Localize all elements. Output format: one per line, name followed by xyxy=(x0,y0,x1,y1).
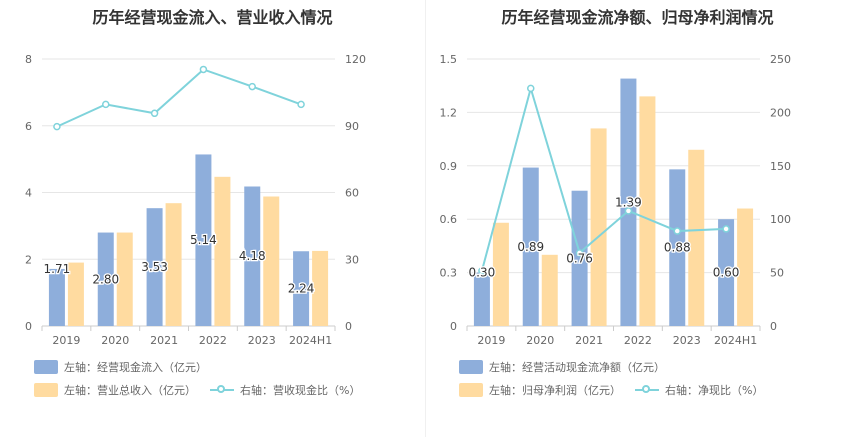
left-axis-tick-label: 6 xyxy=(25,120,32,133)
right-axis-tick-label: 100 xyxy=(770,213,791,226)
left-axis-tick-label: 2 xyxy=(25,253,32,266)
bar xyxy=(49,269,65,326)
left-axis-tick-label: 1.2 xyxy=(440,106,458,119)
legend-label: 左轴：经营活动现金流净额（亿元） xyxy=(489,359,665,375)
left-axis-tick-label: 4 xyxy=(25,187,32,200)
right-axis-tick-label: 60 xyxy=(345,187,359,200)
x-axis-tick-label: 2022 xyxy=(199,334,227,347)
x-axis-tick-label: 2024H1 xyxy=(714,334,757,347)
bar-data-label: 0.76 xyxy=(566,251,593,265)
bar-data-label: 5.14 xyxy=(190,233,217,247)
legend-swatch xyxy=(34,383,58,397)
left-axis-tick-label: 8 xyxy=(25,53,32,66)
x-axis-tick-label: 2019 xyxy=(52,334,80,347)
x-axis-tick-label: 2021 xyxy=(575,334,603,347)
chart-plot-area: 0 2 4 6 8 0 30 60 90 120 2019 2020 2021 2022 2023 2024H… xyxy=(0,0,425,350)
x-axis-tick-label: 2023 xyxy=(673,334,701,347)
right-axis-tick-label: 250 xyxy=(770,53,791,66)
legend-item-bar-2[interactable]: 左轴：营业总收入（亿元） xyxy=(34,382,196,398)
left-axis-tick-label: 0.9 xyxy=(440,160,458,173)
left-chart-panel: 历年经营现金流入、营业收入情况 0 2 4 6 8 0 30 60 90 120 2019 2020 2… xyxy=(0,0,425,437)
bar xyxy=(263,197,279,326)
legend-line-marker xyxy=(635,383,659,397)
x-axis-tick-label: 2024H1 xyxy=(289,334,332,347)
left-axis-tick-label: 0.3 xyxy=(440,267,458,280)
ratio-point xyxy=(152,110,158,116)
legend-label: 左轴：营业总收入（亿元） xyxy=(64,382,196,398)
legend-label: 右轴：营收现金比（%） xyxy=(240,382,360,398)
bar xyxy=(688,150,704,326)
right-chart-panel: 历年经营现金流净额、归母净利润情况 0 0.3 0.6 0.9 1.2 1.5 0 50 100… xyxy=(425,0,850,437)
bar-data-label: 3.53 xyxy=(141,260,168,274)
bar xyxy=(542,255,558,326)
bar xyxy=(312,251,328,326)
left-axis-tick-label: 0 xyxy=(25,320,32,333)
right-axis-tick-label: 150 xyxy=(770,160,791,173)
bar-data-label: 0.88 xyxy=(664,241,691,255)
ratio-point xyxy=(249,84,255,90)
legend-item-line[interactable]: 右轴：营收现金比（%） xyxy=(210,382,360,398)
x-axis-tick-label: 2019 xyxy=(477,334,505,347)
ratio-point xyxy=(298,101,304,107)
right-axis-tick-label: 200 xyxy=(770,106,791,119)
legend-label: 右轴：净现比（%） xyxy=(665,382,763,398)
bar-data-label: 1.39 xyxy=(615,195,642,209)
right-axis-tick-label: 0 xyxy=(770,320,777,333)
left-axis-tick-label: 0 xyxy=(450,320,457,333)
legend-label: 左轴：经营现金流入（亿元） xyxy=(64,359,207,375)
legend-swatch xyxy=(459,360,483,374)
bar xyxy=(591,128,607,326)
bar xyxy=(68,263,84,326)
legend-swatch xyxy=(459,383,483,397)
legend-item-bar-1[interactable]: 左轴：经营现金流入（亿元） xyxy=(34,359,207,375)
x-axis-tick-label: 2023 xyxy=(248,334,276,347)
right-axis-tick-label: 30 xyxy=(345,253,359,266)
bar-data-label: 2.80 xyxy=(92,272,119,286)
bar xyxy=(474,273,490,326)
x-axis-tick-label: 2021 xyxy=(150,334,178,347)
bar-data-label: 1.71 xyxy=(44,262,71,276)
bar-data-label: 4.18 xyxy=(239,249,266,263)
bar xyxy=(166,203,182,326)
legend-item-bar-1[interactable]: 左轴：经营活动现金流净额（亿元） xyxy=(459,359,665,375)
legend-swatch xyxy=(34,360,58,374)
x-axis-tick-label: 2020 xyxy=(526,334,554,347)
right-axis-tick-label: 50 xyxy=(770,267,784,280)
ratio-point xyxy=(200,66,206,72)
right-axis-tick-label: 90 xyxy=(345,120,359,133)
bar-data-label: 2.24 xyxy=(288,282,315,296)
ratio-point xyxy=(723,226,729,232)
ratio-line xyxy=(57,69,301,126)
ratio-point xyxy=(528,85,534,91)
chart-plot-area: 0 0.3 0.6 0.9 1.2 1.5 0 50 100 150 200 250 2019 2020 2… xyxy=(425,0,850,350)
ratio-point xyxy=(54,124,60,130)
ratio-point xyxy=(103,101,109,107)
legend-line-marker xyxy=(210,383,234,397)
x-axis-tick-label: 2020 xyxy=(101,334,129,347)
bar-data-label: 0.89 xyxy=(517,240,544,254)
legend-label: 左轴：归母净利润（亿元） xyxy=(489,382,621,398)
bar xyxy=(639,96,655,326)
right-axis-tick-label: 0 xyxy=(345,320,352,333)
bar xyxy=(214,177,230,326)
right-axis-tick-label: 120 xyxy=(345,53,366,66)
x-axis-tick-label: 2022 xyxy=(624,334,652,347)
bar xyxy=(737,209,753,326)
left-axis-tick-label: 0.6 xyxy=(440,213,458,226)
legend-item-line[interactable]: 右轴：净现比（%） xyxy=(635,382,763,398)
legend-item-bar-2[interactable]: 左轴：归母净利润（亿元） xyxy=(459,382,621,398)
bar xyxy=(493,223,509,326)
bar xyxy=(117,233,133,326)
bar-data-label: 0.60 xyxy=(713,266,740,280)
bar-data-label: 0.30 xyxy=(469,266,496,280)
ratio-point xyxy=(674,228,680,234)
left-axis-tick-label: 1.5 xyxy=(440,53,458,66)
